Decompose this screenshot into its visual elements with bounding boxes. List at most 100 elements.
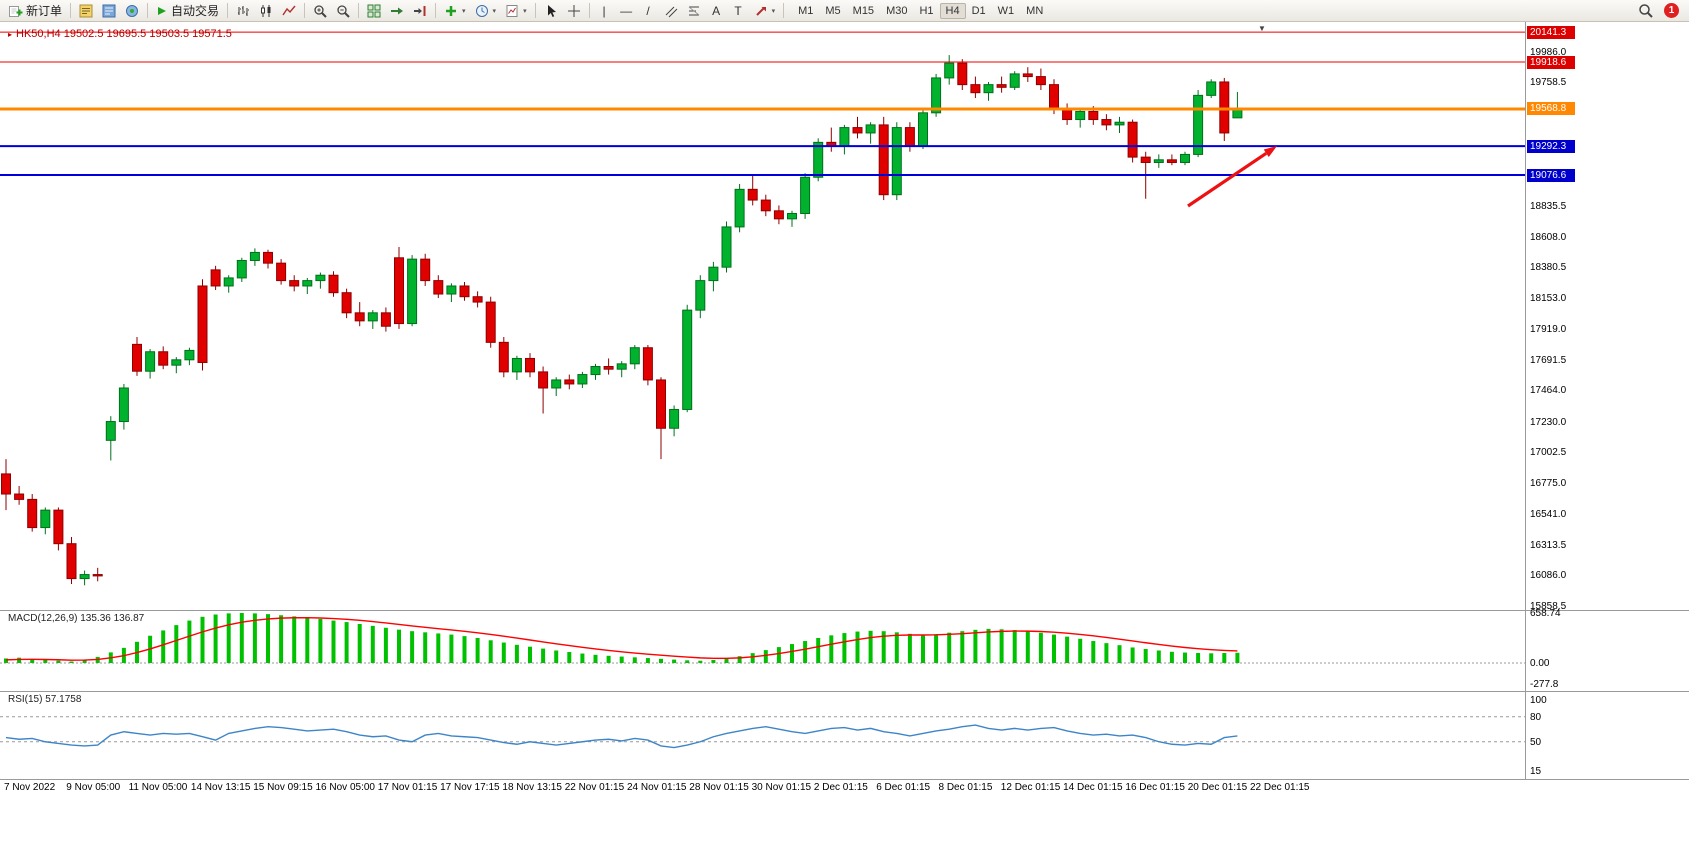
toolbar-separator	[147, 3, 149, 18]
chart-title-text: HK50,H4 19502.5 19695.5 19503.5 19571.5	[16, 28, 232, 40]
price-axis-label: 16313.5	[1530, 539, 1567, 551]
arrows-button[interactable]: ▾	[750, 1, 780, 21]
zoom-in-button[interactable]	[309, 1, 331, 21]
toolbar-separator	[534, 3, 536, 18]
channel-icon	[664, 4, 678, 18]
label-button[interactable]: T	[728, 1, 749, 21]
price-line-badge: 19292.3	[1527, 139, 1575, 153]
line-chart-button[interactable]	[278, 1, 300, 21]
macd-axis-label: 658.74	[1530, 608, 1561, 620]
timeframe-button-m5[interactable]: M5	[819, 3, 846, 19]
macd-axis-label: -277.8	[1530, 679, 1559, 691]
chevron-down-icon: ▾	[492, 7, 497, 15]
time-axis-label: 17 Nov 17:15	[440, 782, 500, 793]
channel-button[interactable]	[660, 1, 682, 21]
time-axis-label: 18 Nov 13:15	[502, 782, 562, 793]
toolbar-separator	[358, 3, 360, 18]
bar-chart-button[interactable]	[232, 1, 254, 21]
rsi-axis-label: 80	[1530, 711, 1542, 723]
autotrading-play-icon	[156, 5, 168, 17]
indicators-button[interactable]: ▾	[440, 1, 470, 21]
price-axis-label: 16541.0	[1530, 509, 1567, 521]
templates-button[interactable]: ▾	[501, 1, 531, 21]
timeframe-button-m30[interactable]: M30	[880, 3, 913, 19]
horizontal-line-button[interactable]: —	[616, 1, 637, 21]
price-line-badge: 19076.6	[1527, 168, 1575, 182]
notification-badge[interactable]: 1	[1664, 3, 1679, 18]
price-axis-label: 16086.0	[1530, 570, 1567, 582]
timeframe-button-m15[interactable]: M15	[847, 3, 880, 19]
bar-chart-icon	[236, 4, 250, 18]
price-axis-label: 18835.5	[1530, 201, 1567, 213]
search-button[interactable]	[1634, 1, 1657, 21]
terminal-button[interactable]	[121, 1, 143, 21]
price-axis-label: 17919.0	[1530, 324, 1567, 336]
rsi-axis-label: 100	[1530, 695, 1547, 706]
toolbar-separator	[304, 3, 306, 18]
time-axis-label: 9 Nov 05:00	[66, 782, 121, 793]
time-axis-label: 17 Nov 01:15	[377, 782, 438, 793]
chevron-down-icon: ▾	[771, 7, 776, 15]
chart-shift-icon	[413, 4, 427, 18]
cursor-button[interactable]	[540, 1, 562, 21]
price-axis-label: 18608.0	[1530, 231, 1567, 243]
rsi-panel-label: RSI(15) 57.1758	[8, 694, 82, 705]
time-axis-label: 14 Nov 13:15	[190, 782, 251, 793]
time-axis-label: 30 Nov 01:15	[751, 782, 812, 793]
indicators-add-icon	[444, 4, 458, 18]
price-line-badge: 20141.3	[1527, 25, 1575, 39]
time-axis-label: 8 Dec 01:15	[938, 782, 993, 793]
timeframe-group: M1 M5 M15 M30 H1 H4 D1 W1 MN	[792, 2, 1049, 19]
new-order-button[interactable]: 新订单	[4, 1, 66, 21]
market-watch-icon	[79, 4, 93, 18]
tile-windows-button[interactable]	[363, 1, 385, 21]
text-icon: A	[712, 3, 721, 18]
trendline-button[interactable]: /	[638, 1, 659, 21]
tile-windows-icon	[367, 4, 381, 18]
time-axis-label: 16 Nov 05:00	[315, 782, 376, 793]
rsi-axis-label: 15	[1530, 765, 1542, 777]
market-watch-button[interactable]	[75, 1, 97, 21]
crosshair-icon	[567, 4, 581, 18]
autotrading-button[interactable]: 自动交易	[152, 1, 223, 21]
timeframe-button-m1[interactable]: M1	[792, 3, 819, 19]
periods-button[interactable]: ▾	[471, 1, 501, 21]
new-order-icon	[8, 4, 23, 18]
price-axis-label: 18153.0	[1530, 292, 1567, 304]
price-axis-label: 17230.0	[1530, 416, 1567, 428]
chart-shift-marker-icon[interactable]: ▼	[1258, 24, 1266, 33]
price-axis-label: 19758.5	[1530, 77, 1567, 89]
chart-shift-button[interactable]	[409, 1, 431, 21]
time-axis-label: 24 Nov 01:15	[627, 782, 687, 793]
toolbar-right-group: 1	[1634, 1, 1685, 21]
timeframe-button-mn[interactable]: MN	[1020, 3, 1049, 19]
time-axis-label: 12 Dec 01:15	[1000, 782, 1061, 793]
vertical-line-button[interactable]: |	[594, 1, 615, 21]
crosshair-button[interactable]	[563, 1, 585, 21]
timeframe-button-h4[interactable]: H4	[939, 2, 966, 19]
toolbar-separator	[783, 3, 785, 18]
price-axis-label: 18380.5	[1530, 262, 1567, 274]
macd-panel-label: MACD(12,26,9) 135.36 136.87	[8, 613, 145, 624]
cursor-icon	[544, 4, 558, 18]
rsi-axis-label: 50	[1530, 736, 1542, 748]
timeframe-button-h1[interactable]: H1	[913, 3, 939, 19]
text-button[interactable]: A	[706, 1, 727, 21]
fibonacci-icon	[687, 4, 701, 18]
auto-scroll-button[interactable]	[386, 1, 408, 21]
zoom-in-icon	[313, 4, 327, 18]
clock-icon	[475, 4, 489, 18]
toolbar-separator	[70, 3, 72, 18]
candlestick-chart-button[interactable]	[255, 1, 277, 21]
zoom-out-button[interactable]	[332, 1, 354, 21]
chevron-down-icon: ▾	[462, 7, 466, 15]
trendline-icon: /	[646, 3, 650, 18]
timeframe-button-w1[interactable]: W1	[992, 3, 1021, 19]
timeframe-button-d1[interactable]: D1	[966, 3, 992, 19]
time-axis-label: 2 Dec 01:15	[813, 782, 868, 793]
fibonacci-button[interactable]	[683, 1, 705, 21]
navigator-button[interactable]	[98, 1, 120, 21]
macd-axis-label: 0.00	[1530, 658, 1550, 669]
